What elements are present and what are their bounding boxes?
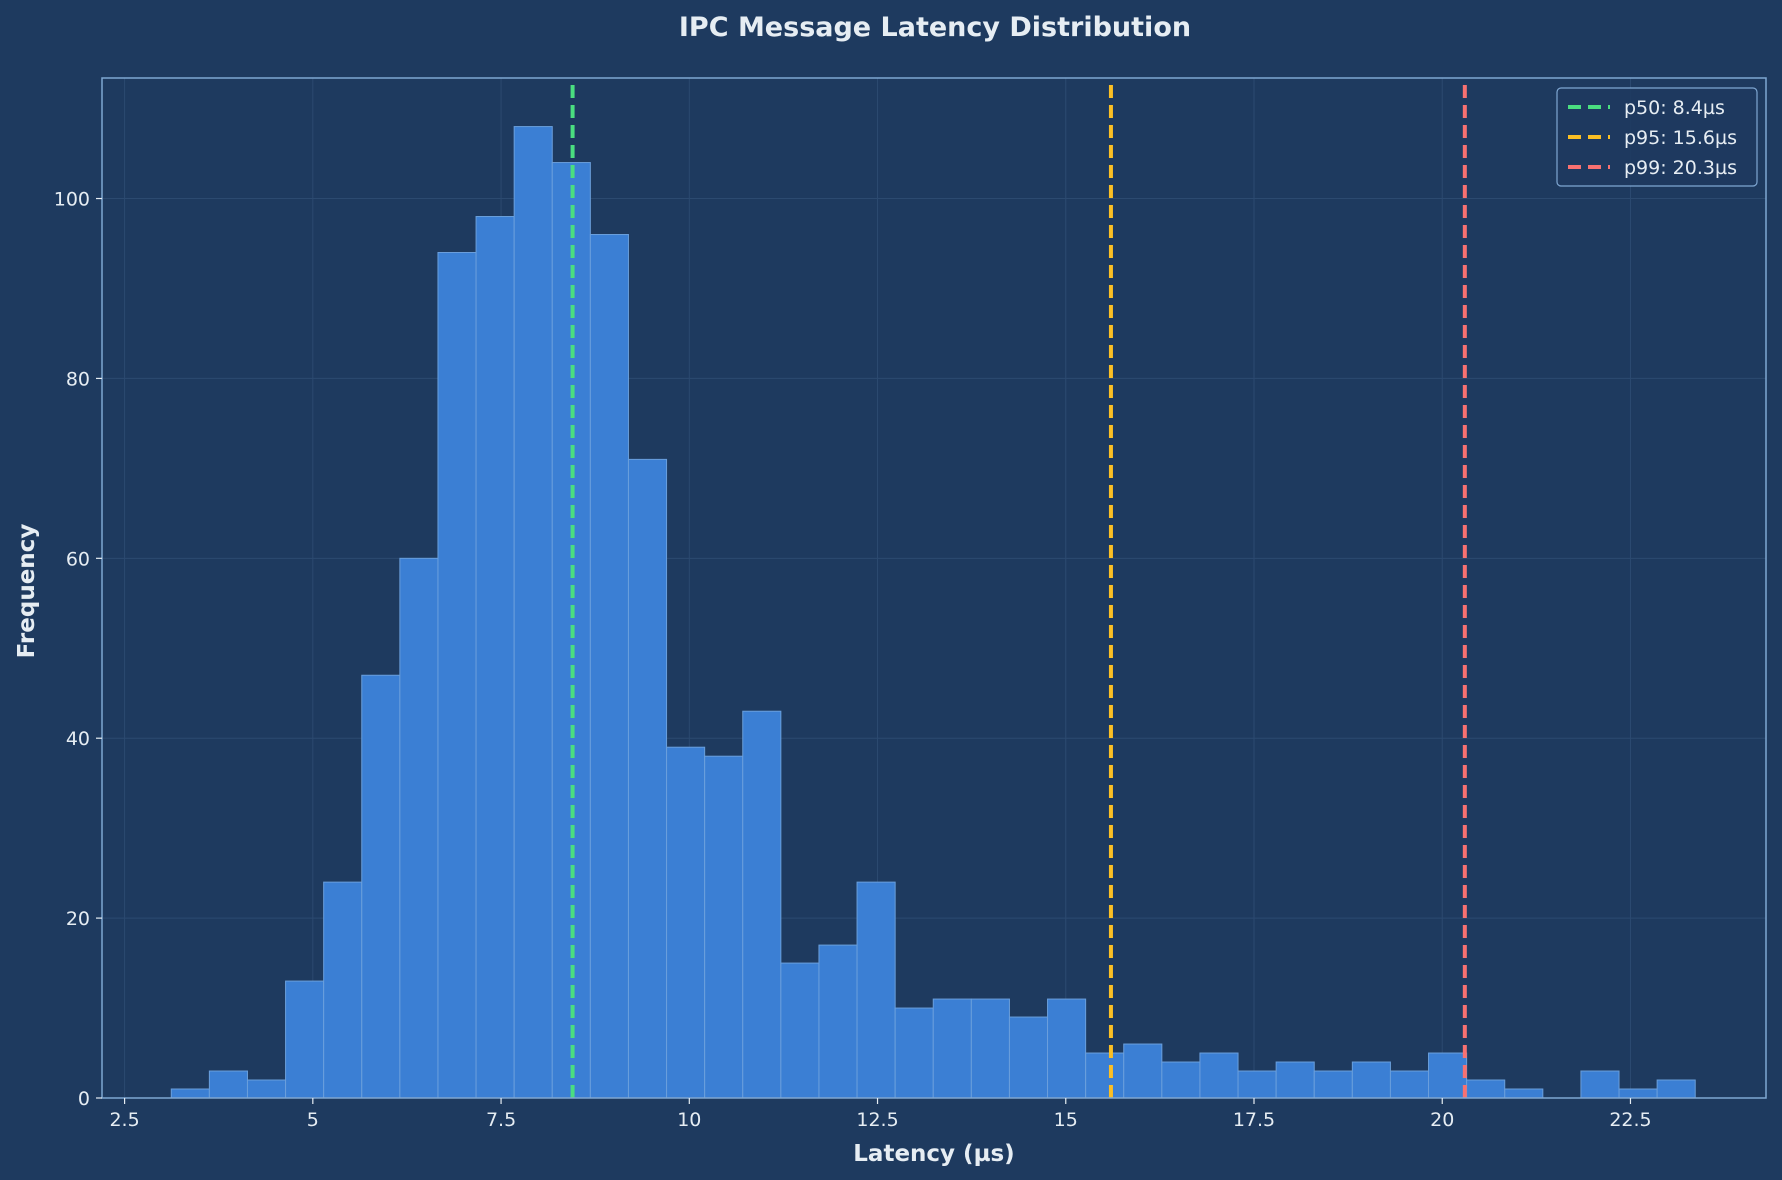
histogram-bar [513, 126, 553, 1099]
histogram-bar [1237, 1070, 1277, 1099]
histogram-bar [323, 881, 363, 1099]
histogram-bar [589, 234, 629, 1099]
histogram-bar [208, 1070, 248, 1099]
histogram-bar [1428, 1052, 1468, 1099]
histogram-bar [361, 674, 401, 1099]
histogram-bar [856, 881, 896, 1099]
histogram-bar [399, 557, 439, 1099]
y-tick-label: 40 [66, 728, 90, 750]
histogram-bar [1389, 1070, 1430, 1099]
percentile-lines [570, 85, 1467, 1098]
histogram-bars [170, 126, 1696, 1099]
y-axis-label: Frequency [14, 524, 40, 659]
histogram-bar [970, 998, 1010, 1099]
histogram-bar [666, 746, 706, 1099]
x-tick-label: 15 [1054, 1109, 1078, 1131]
y-tick-label: 20 [66, 908, 90, 930]
histogram-bar [1580, 1070, 1620, 1099]
histogram-bar [285, 980, 325, 1099]
histogram-bar [1466, 1079, 1506, 1099]
x-tick-label: 5 [307, 1109, 319, 1131]
chart-title: IPC Message Latency Distribution [679, 12, 1191, 43]
histogram-bar [1085, 1052, 1125, 1099]
y-tick-label: 100 [54, 189, 90, 211]
histogram-bar [627, 458, 668, 1099]
x-axis-label: Latency (µs) [853, 1141, 1014, 1167]
x-tick-label: 17.5 [1233, 1109, 1275, 1131]
y-tick-label: 80 [66, 368, 90, 390]
x-tick-label: 12.5 [856, 1109, 898, 1131]
histogram-bar [818, 944, 858, 1099]
histogram-bar [1656, 1079, 1696, 1099]
y-tick-label: 60 [66, 548, 90, 570]
x-tick-label: 20 [1430, 1109, 1454, 1131]
legend: p50: 8.4µs p95: 15.6µs p99: 20.3µs [1556, 87, 1758, 187]
histogram-bar [780, 962, 820, 1099]
plot-frame [101, 77, 1767, 1099]
histogram-bar [1313, 1070, 1353, 1099]
histogram-bar [932, 998, 972, 1099]
legend-box [1556, 87, 1758, 187]
histogram-bar [1008, 1016, 1049, 1099]
histogram-bar [1275, 1061, 1315, 1099]
histogram-bar [1047, 998, 1087, 1099]
y-tick-label: 0 [78, 1088, 90, 1110]
histogram-bar [1504, 1088, 1544, 1099]
x-tick-label: 2.5 [109, 1109, 139, 1131]
legend-label: p99: 20.3µs [1624, 157, 1737, 179]
x-tick-label: 10 [677, 1109, 701, 1131]
histogram-bar [1351, 1061, 1391, 1099]
histogram-bar [1123, 1043, 1163, 1099]
x-tick-label: 22.5 [1609, 1109, 1651, 1131]
histogram-bar [170, 1088, 210, 1099]
histogram-bar [475, 216, 515, 1099]
histogram-bar [1618, 1088, 1658, 1099]
legend-label: p50: 8.4µs [1624, 97, 1725, 119]
histogram-bar [704, 755, 744, 1099]
legend-label: p95: 15.6µs [1624, 127, 1737, 149]
histogram-bar [437, 251, 477, 1099]
x-axis-ticks: 2.5 5 7.5 10 12.5 15 17.5 20 22.5 [109, 1098, 1652, 1131]
histogram-bar [742, 710, 782, 1099]
x-tick-label: 7.5 [486, 1109, 516, 1131]
histogram-bar [1161, 1061, 1201, 1099]
histogram-bar [1199, 1052, 1239, 1099]
histogram-bar [894, 1007, 934, 1099]
y-axis-ticks: 0 20 40 60 80 100 [54, 189, 102, 1110]
histogram-bar [246, 1079, 287, 1099]
